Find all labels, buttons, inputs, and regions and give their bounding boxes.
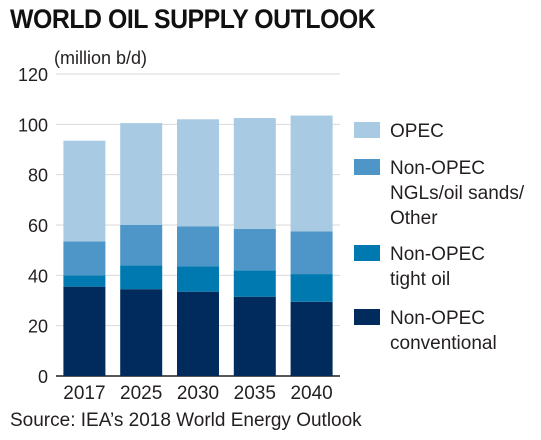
x-tick-label: 2040: [290, 383, 332, 404]
y-axis-unit-label: (million b/d): [54, 48, 147, 68]
legend-swatch: [354, 159, 380, 175]
bar-segment: [233, 118, 276, 229]
legend-label: NGLs/oil sands/: [390, 183, 525, 204]
bar-segment: [233, 270, 276, 297]
bar-segment: [120, 123, 163, 225]
y-tick-label: 100: [18, 115, 48, 135]
bar-segment: [290, 115, 333, 232]
x-tick-label: 2017: [63, 383, 105, 404]
bar-segment: [63, 241, 106, 276]
y-tick-label: 20: [28, 317, 48, 337]
legend-swatch: [354, 122, 380, 138]
bar-segment: [233, 228, 276, 271]
bar-segment: [63, 140, 106, 242]
bar-segment: [177, 266, 219, 292]
legend-swatch: [354, 245, 380, 261]
bar-segment: [290, 301, 333, 376]
legend-label: Non-OPEC: [390, 308, 485, 329]
x-tick-label: 2035: [234, 383, 276, 404]
legend-label: OPEC: [390, 121, 444, 142]
y-tick-label: 120: [18, 65, 48, 85]
bar-segment: [177, 291, 219, 376]
bar-segment: [120, 289, 163, 376]
bar-segment: [177, 119, 219, 227]
bar-segment: [177, 226, 219, 267]
legend-label: Non-OPEC: [390, 244, 485, 265]
bar-segment: [120, 265, 163, 290]
y-tick-label: 80: [28, 166, 48, 186]
legend-swatch: [354, 309, 380, 325]
y-axis-ticks: 0 20 40 60 80 100 120: [18, 65, 48, 387]
bar-segment: [63, 275, 106, 287]
legend-label: Non-OPEC: [390, 158, 485, 179]
x-axis-ticks: 2017 2025 2030 2035 2040: [63, 383, 332, 404]
bar-segment: [290, 274, 333, 302]
y-tick-label: 40: [28, 266, 48, 286]
y-tick-label: 60: [28, 216, 48, 236]
bar-segment: [63, 286, 106, 376]
x-tick-label: 2025: [120, 383, 162, 404]
source-note: Source: IEA’s 2018 World Energy Outlook: [10, 410, 362, 431]
bars: [63, 115, 333, 376]
bar-segment: [233, 296, 276, 376]
x-tick-label: 2030: [177, 383, 219, 404]
legend-label: tight oil: [390, 269, 450, 290]
legend: OPEC Non-OPEC NGLs/oil sands/Other Non-OPEC…: [354, 121, 525, 354]
bar-segment: [120, 225, 163, 266]
legend-label: Other: [390, 208, 438, 229]
y-tick-label: 0: [38, 367, 48, 387]
chart-title: WORLD OIL SUPPLY OUTLOOK: [10, 4, 376, 34]
bar-segment: [290, 231, 333, 275]
legend-label: conventional: [390, 333, 497, 354]
